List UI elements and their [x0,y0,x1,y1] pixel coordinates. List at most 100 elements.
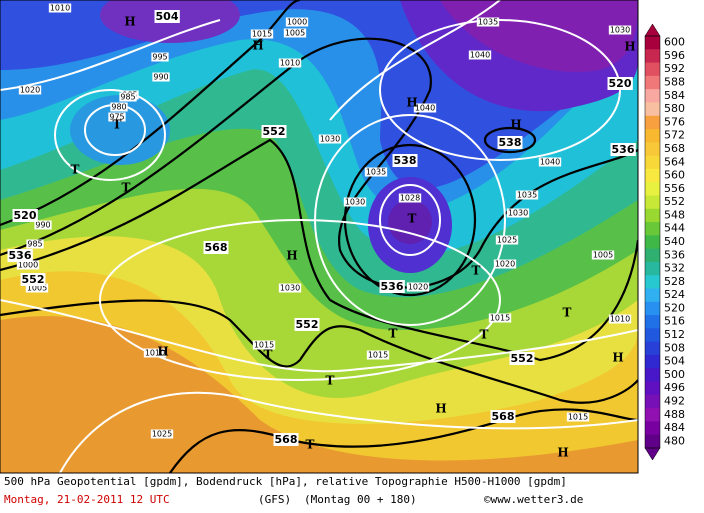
contour-label-bg [203,241,229,254]
contour-label-bg [607,77,633,90]
isobar-label: 990 [35,221,50,230]
isobar-label: 1005 [285,29,305,38]
legend-swatch [645,315,660,329]
isobar-label: 1030 [320,135,340,144]
contour-label: 552 [511,352,534,365]
contour-label-bg [7,249,33,262]
legend-label: 492 [664,394,685,407]
legend-label: 560 [664,169,685,182]
footer-description: 500 hPa Geopotential [gpdm], Bodendruck … [4,475,567,488]
isobar-label: 1028 [400,194,420,203]
pressure-center: H [624,40,635,54]
isobar-label-bg [406,282,430,292]
pressure-center: H [252,39,263,53]
legend-swatch [645,75,660,90]
footer-model: (GFS) [258,493,291,506]
contour-label: 552 [296,318,319,331]
legend-swatch [645,341,660,356]
legend-label: 524 [664,288,685,301]
isobar-label-bg [608,25,632,35]
isobar-label-bg [283,28,307,38]
isobar-label-bg [488,313,512,323]
contour-label-bg [497,136,523,149]
pressure-center: T [264,348,273,362]
legend-label: 592 [664,62,685,75]
contour-label: 552 [22,273,45,286]
contour-label: 536 [381,280,404,293]
pressure-center: T [326,374,335,388]
isobar-label-bg [591,250,615,260]
isobar-label-bg [152,72,170,82]
isobar-label: 1020 [495,260,515,269]
isobar-label: 1005 [593,251,613,260]
legend-swatch [645,328,660,343]
isobar-label: 995 [152,53,167,62]
legend-swatch [645,102,660,117]
contour-label-bg [392,154,418,167]
pressure-center: H [124,15,135,29]
contour-label-bg [509,352,535,365]
isobar-label-bg [364,167,388,177]
isobar-label: 1020 [20,86,40,95]
pressure-center: H [510,118,521,132]
legend-arrow-bottom [644,447,661,461]
legend-swatch [645,301,660,316]
isobar-label: 1030 [508,209,528,218]
isobar-label: 1015 [252,30,272,39]
isobar-label: 980 [111,103,126,112]
pressure-center: T [122,181,131,195]
pressure-center: H [406,96,417,110]
footer-date: Montag, 21-02-2011 12 UTC [4,493,170,506]
footer-run: (Montag 00 + 180) [304,493,417,506]
pressure-center: H [157,345,168,359]
legend-label: 528 [664,275,685,288]
legend-label: 580 [664,102,685,115]
isobar-label-bg [151,52,169,62]
isobar-label-bg [278,283,302,293]
legend-swatch [645,168,660,183]
isobar-label: 1015 [368,351,388,360]
legend-swatch [645,129,660,143]
map-field [0,0,638,473]
isobar-label: 1025 [152,430,172,439]
legend-label: 568 [664,142,685,155]
legend-swatch [645,235,660,250]
isobar-label-bg [110,102,128,112]
isobar-label-bg [18,85,42,95]
legend-swatch [645,49,660,64]
isobar-label-bg [250,29,274,39]
legend-label: 572 [664,129,685,142]
legend-label: 548 [664,208,685,221]
contour-label: 536 [612,143,635,156]
isobar-label: 1035 [478,18,498,27]
legend-swatch [645,115,660,130]
legend-label: 516 [664,315,685,328]
legend-label: 552 [664,195,685,208]
legend-label: 564 [664,155,685,168]
isobar-label: 1010 [50,4,70,13]
pressure-center: H [612,351,623,365]
legend-label: 512 [664,328,685,341]
legend-swatch [645,195,660,210]
isobar-label-bg [343,197,367,207]
contour-label-bg [379,280,405,293]
legend-label: 540 [664,235,685,248]
isobar-label: 990 [153,73,168,82]
isobar-label: 1015 [490,314,510,323]
isobar-label-bg [25,283,49,293]
legend-swatch [645,142,660,157]
contour-label: 568 [205,241,228,254]
contour-label: 536 [9,249,32,262]
isobar-label: 975 [109,113,124,122]
isobar-label-bg [150,429,174,439]
legend-label: 488 [664,408,685,421]
isobar-label-bg [608,314,632,324]
isobar-label: 1010 [610,315,630,324]
isobar-label: 1040 [415,104,435,113]
contour-label-bg [261,125,287,138]
legend-swatch [645,288,660,303]
isobar-label: 1020 [408,283,428,292]
legend-label: 508 [664,341,685,354]
isobar-label-bg [506,208,530,218]
isobar-label-bg [252,340,276,350]
